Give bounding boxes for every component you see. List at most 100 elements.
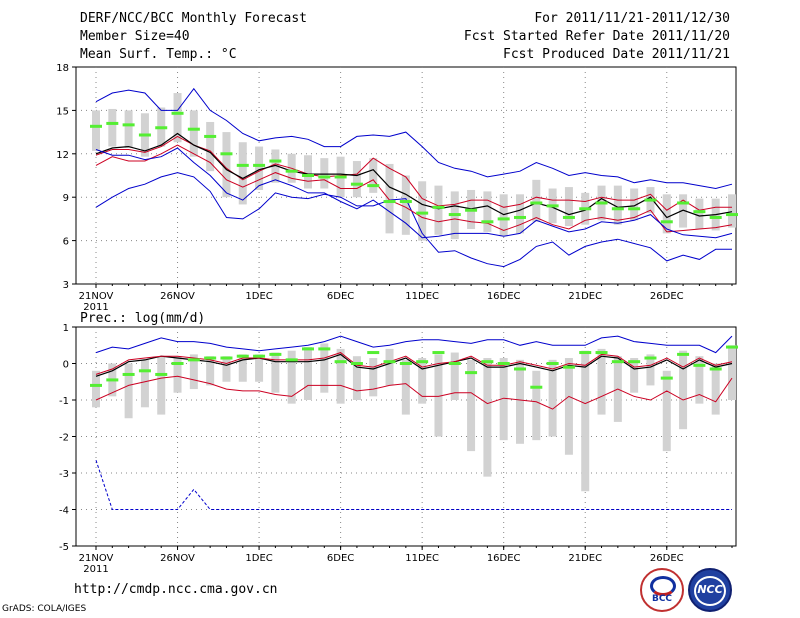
member-size: Member Size=40	[80, 29, 190, 44]
ensemble-marker	[318, 175, 331, 179]
spread-box	[532, 179, 541, 222]
spread-box	[255, 146, 264, 190]
spread-box	[140, 359, 149, 408]
bcc-swirl-icon	[650, 576, 676, 596]
ensemble-marker	[302, 174, 314, 177]
ensemble-marker	[579, 207, 592, 211]
ensemble-marker	[187, 358, 200, 362]
ensemble-marker	[465, 208, 478, 212]
ensemble-marker	[448, 362, 461, 365]
spread-box	[662, 370, 671, 452]
series-line-mean	[95, 353, 733, 377]
ncc-logo-text: NCC	[697, 583, 723, 596]
spread-box	[499, 358, 508, 441]
ensemble-marker	[432, 205, 445, 209]
ensemble-marker	[399, 362, 412, 365]
ensemble-marker	[595, 201, 608, 205]
spread-box	[499, 194, 508, 237]
temperature-panel: 3 6 9 12 15 18 21NOV 26NOV 1DEC 6DEC 11DEC 16DEC 21D…	[56, 63, 738, 313]
ensemble-marker	[171, 111, 184, 115]
spread-box	[304, 155, 312, 189]
spread-box	[483, 358, 492, 477]
ensemble-marker	[383, 200, 396, 204]
spread-box	[222, 132, 231, 198]
spread-box	[516, 359, 524, 444]
ensemble-marker	[514, 367, 526, 371]
ensemble-marker	[204, 356, 217, 360]
ensemble-marker	[677, 201, 690, 205]
ensemble-marker	[481, 360, 494, 364]
series-line-min	[95, 147, 733, 239]
ensemble-marker	[285, 358, 298, 362]
y-tick-label: 18	[56, 63, 69, 74]
ensemble-marker	[187, 127, 200, 131]
ensemble-marker	[628, 207, 641, 211]
variable-label: Mean Surf. Temp.: °C	[80, 47, 237, 62]
ensemble-marker	[448, 213, 461, 217]
ensemble-marker	[579, 351, 592, 355]
spread-box	[728, 194, 736, 228]
spread-box	[516, 194, 524, 234]
spread-box	[238, 142, 247, 205]
y-tick-label: 6	[63, 237, 69, 248]
ensemble-marker	[497, 217, 510, 221]
bcc-logo: BCC	[640, 568, 684, 612]
ensemble-marker	[334, 360, 347, 364]
series-line-upper-env	[95, 87, 733, 190]
x-tick-label: 16DEC	[487, 291, 521, 302]
ensemble-marker	[660, 376, 673, 380]
spread-box	[206, 356, 215, 386]
ensemble-marker	[236, 163, 249, 167]
bcc-logo-text: BCC	[651, 594, 673, 604]
spread-box	[695, 198, 704, 230]
ensemble-marker	[611, 207, 624, 211]
x-tick-label: 26DEC	[650, 553, 684, 564]
spread-box	[189, 354, 198, 390]
spread-box	[222, 356, 231, 382]
spread-box	[385, 163, 394, 234]
y-tick-label: -2	[59, 433, 69, 444]
ensemble-marker	[122, 372, 135, 376]
ensemble-marker	[644, 198, 657, 202]
x-tick-label: 16DEC	[487, 553, 521, 564]
ensemble-marker	[204, 134, 217, 138]
ensemble-marker	[350, 362, 363, 365]
spread-box	[564, 358, 573, 455]
series-line-upper	[95, 135, 732, 211]
y-tick-label: 15	[56, 106, 69, 117]
ensemble-marker	[432, 351, 445, 355]
y-tick-label: 12	[56, 150, 69, 161]
x-tick-label: 1DEC	[245, 553, 272, 564]
spread-box	[173, 93, 182, 143]
spread-box	[532, 370, 541, 441]
ensemble-marker	[138, 133, 151, 137]
spread-box	[352, 356, 361, 400]
ensemble-marker	[367, 351, 380, 355]
ensemble-marker	[677, 352, 690, 356]
series-line-max	[95, 172, 732, 268]
spread-box	[711, 363, 720, 415]
ensemble-marker	[155, 372, 168, 376]
spread-box	[336, 348, 345, 404]
spread-box	[92, 370, 100, 408]
spread-box	[320, 158, 329, 189]
spread-box	[679, 350, 688, 430]
ensemble-marker	[709, 367, 722, 371]
ncc-globe-icon	[694, 576, 726, 606]
ensemble-marker	[530, 385, 543, 389]
ensemble-marker	[236, 354, 249, 358]
spread-box	[157, 356, 166, 415]
x-year-label: 2011	[83, 564, 108, 575]
ensemble-marker	[106, 378, 119, 382]
spread-box	[597, 348, 606, 415]
series-line-max	[95, 335, 733, 354]
ensemble-marker	[497, 362, 510, 365]
ensemble-marker	[611, 360, 624, 364]
ensemble-marker	[416, 360, 429, 364]
ensemble-marker	[106, 121, 119, 125]
grads-credit: GrADS: COLA/IGES	[2, 604, 87, 614]
ensemble-marker	[334, 175, 347, 179]
source-url[interactable]: http://cmdp.ncc.cma.gov.cn	[74, 582, 278, 597]
ensemble-marker	[367, 184, 380, 188]
